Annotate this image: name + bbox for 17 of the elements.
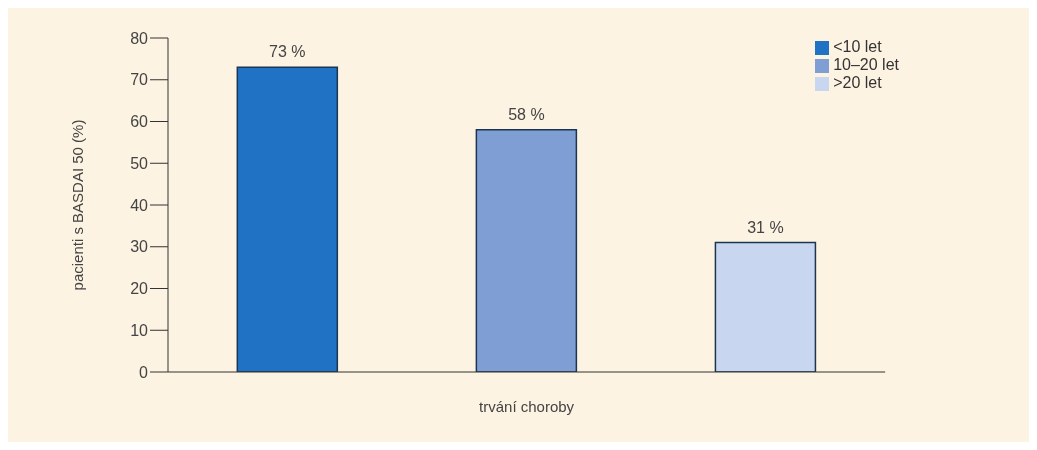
y-tick-label: 80: [130, 29, 149, 47]
y-tick-label: 30: [130, 238, 149, 256]
data-label: 73 %: [269, 43, 306, 61]
legend-label: >20 let: [833, 74, 882, 91]
y-tick-label: 70: [130, 71, 149, 89]
y-tick-label: 0: [139, 363, 149, 381]
y-tick-label: 60: [130, 113, 149, 131]
x-axis-title: trvání choroby: [479, 398, 575, 415]
y-tick-label: 50: [130, 154, 149, 172]
legend-label: <10 let: [833, 38, 882, 55]
y-tick-label: 40: [130, 196, 149, 214]
y-axis-title: pacienti s BASDAI 50 (%): [69, 119, 87, 291]
data-label: 31 %: [747, 218, 784, 236]
y-tick-label: 10: [130, 321, 149, 339]
legend-label: 10–20 let: [833, 56, 899, 73]
y-tick-label: 20: [130, 280, 149, 298]
data-label: 58 %: [508, 105, 545, 123]
